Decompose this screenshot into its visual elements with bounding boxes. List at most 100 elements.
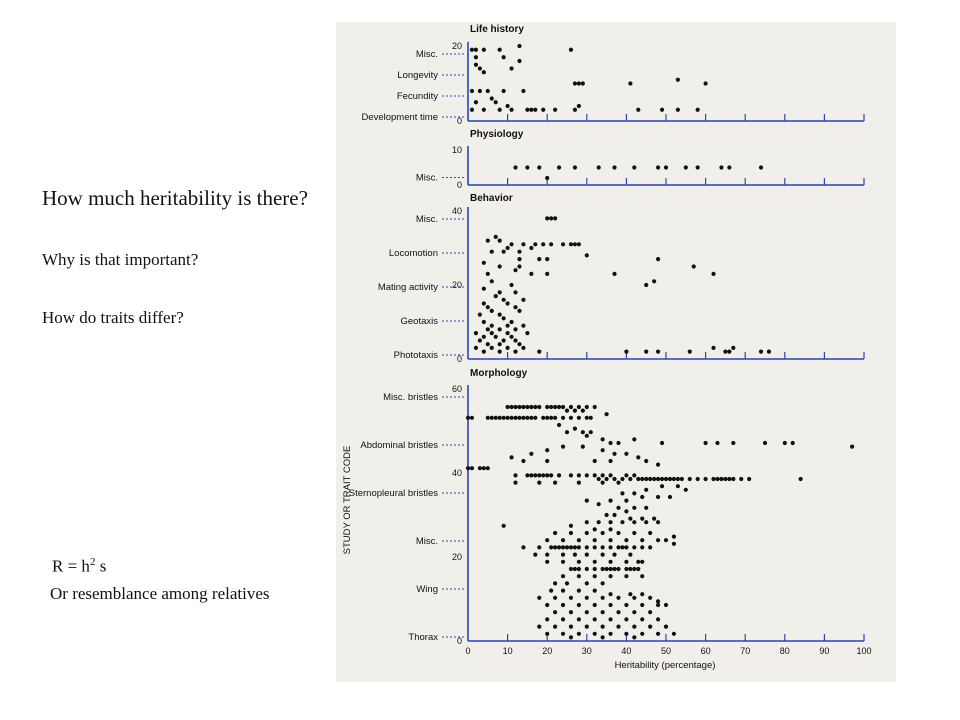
panel-y-tick-label: 20 [452, 41, 462, 51]
data-point [568, 242, 574, 247]
data-point [560, 415, 566, 420]
data-point [612, 451, 617, 456]
panel-category-label: Misc. [416, 49, 438, 60]
data-point [505, 245, 510, 251]
data-point [663, 602, 669, 608]
data-point [644, 349, 649, 354]
data-point [529, 245, 534, 251]
data-point [501, 523, 506, 528]
data-point [616, 595, 621, 600]
data-point [493, 415, 498, 420]
data-point [695, 107, 700, 112]
data-point [560, 538, 566, 543]
data-point [537, 257, 542, 262]
data-point [568, 473, 574, 478]
data-point [640, 494, 645, 500]
data-point [695, 165, 700, 170]
panels: Life history 20 0 Misc. Longevity Fecundity De… [349, 24, 865, 646]
data-point [596, 476, 601, 482]
data-point [545, 538, 550, 543]
data-point [648, 610, 653, 615]
data-point [655, 520, 661, 525]
data-point [545, 631, 550, 636]
data-point [747, 476, 752, 482]
panel-category-label: Misc. [416, 214, 438, 225]
data-point [485, 415, 490, 420]
data-point [489, 415, 494, 420]
data-point [545, 473, 550, 478]
data-point [612, 271, 617, 276]
y-axis-label: STUDY OR TRAIT CODE [342, 446, 353, 555]
data-point [549, 216, 554, 221]
data-point [719, 476, 724, 482]
data-point [608, 538, 613, 543]
data-point [632, 165, 637, 170]
data-point [624, 559, 629, 564]
data-point [655, 494, 661, 500]
data-point [632, 624, 637, 629]
data-point [612, 552, 617, 557]
data-point [624, 538, 629, 543]
data-point [560, 545, 566, 550]
data-point [525, 404, 530, 410]
x-tick-label: 50 [661, 646, 671, 656]
data-point [477, 338, 482, 343]
data-point [509, 107, 514, 112]
data-point [521, 404, 526, 410]
data-point [553, 530, 558, 536]
data-point [572, 165, 578, 170]
data-point [600, 448, 605, 453]
data-point [481, 466, 486, 471]
data-point [592, 631, 597, 636]
data-point [497, 312, 502, 317]
data-point [553, 480, 558, 485]
data-point [671, 631, 677, 636]
data-point [632, 530, 637, 536]
data-point [592, 473, 597, 478]
data-point [560, 588, 566, 593]
data-point [501, 249, 506, 254]
data-point [521, 545, 526, 550]
data-point [489, 96, 494, 101]
data-point [509, 415, 514, 420]
data-point [564, 408, 570, 413]
data-point [584, 610, 589, 615]
x-tick-label: 40 [621, 646, 631, 656]
data-point [659, 484, 665, 489]
panel-category-label: Abdominal bristles [360, 440, 438, 451]
data-point [612, 476, 617, 482]
data-point [545, 257, 550, 262]
data-point [541, 242, 546, 247]
data-point [648, 545, 653, 550]
data-point [473, 47, 479, 52]
data-point [632, 595, 637, 600]
data-point [628, 566, 633, 572]
data-point [600, 473, 605, 478]
data-point [612, 165, 617, 170]
data-point [675, 107, 680, 112]
data-point [715, 440, 720, 446]
equation-rhs: s [95, 556, 107, 576]
data-point [608, 520, 613, 525]
data-point [509, 242, 514, 247]
data-point [477, 466, 482, 471]
data-point [624, 617, 629, 622]
data-point [616, 530, 621, 536]
data-point [509, 404, 514, 410]
data-point [564, 581, 570, 586]
data-point [628, 552, 633, 557]
panel-y-tick-label: 0 [457, 180, 462, 190]
data-point [624, 631, 629, 636]
panel-category-label: Longevity [397, 70, 438, 81]
data-point [640, 476, 645, 482]
data-point [584, 624, 589, 629]
panel-category-label: Phototaxis [394, 350, 439, 361]
data-point [675, 484, 680, 489]
data-point [640, 617, 645, 622]
data-point [584, 433, 589, 438]
data-point [481, 260, 486, 265]
data-point [568, 415, 574, 420]
data-point [517, 264, 522, 269]
data-point [608, 592, 613, 597]
data-point [564, 545, 570, 550]
